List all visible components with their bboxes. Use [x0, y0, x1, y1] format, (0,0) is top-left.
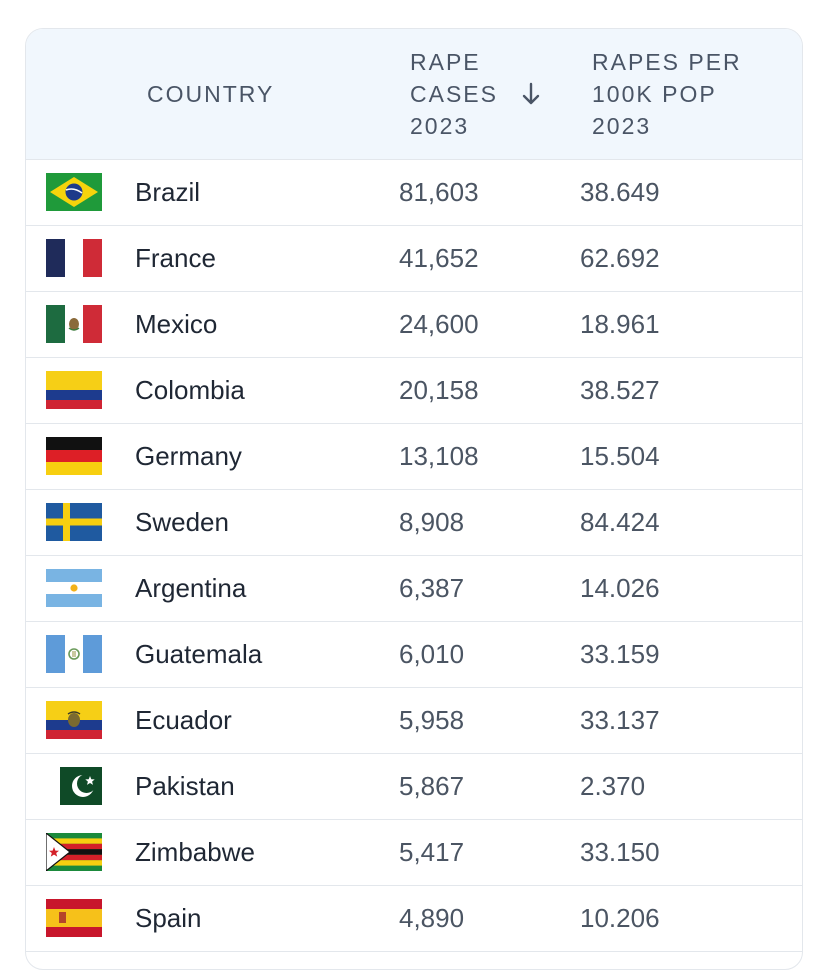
table-row[interactable]: Pakistan 5,867 2.370 [26, 754, 802, 820]
colombia-flag-icon [46, 371, 102, 409]
cases-value: 8,908 [399, 507, 465, 537]
country-name: Spain [135, 903, 202, 933]
argentina-flag-icon [46, 569, 102, 607]
table-row[interactable]: Ecuador 5,958 33.137 [26, 688, 802, 754]
sweden-flag-icon [46, 503, 102, 541]
rate-value: 18.961 [580, 309, 660, 339]
cases-value: 6,010 [399, 639, 465, 669]
spain-flag-icon [46, 899, 102, 937]
rate-value: 14.026 [580, 573, 660, 603]
table-row[interactable]: Colombia 20,158 38.527 [26, 358, 802, 424]
cases-column-header[interactable]: RAPE CASES 2023 [410, 46, 498, 142]
rate-value: 33.137 [580, 705, 660, 735]
germany-flag-icon [46, 437, 102, 475]
cases-header-line: RAPE [410, 49, 481, 75]
brazil-flag-icon [46, 173, 102, 211]
cases-value: 6,387 [399, 573, 465, 603]
table-row[interactable]: Spain 4,890 10.206 [26, 886, 802, 952]
cases-value: 41,652 [399, 243, 479, 273]
zimbabwe-flag-icon [46, 833, 102, 871]
country-name: Pakistan [135, 771, 235, 801]
cases-value: 5,417 [399, 837, 465, 867]
mexico-flag-icon [46, 305, 102, 343]
country-column-header[interactable]: COUNTRY [147, 81, 275, 107]
rate-value: 2.370 [580, 771, 646, 801]
cases-value: 4,890 [399, 903, 465, 933]
cases-value: 81,603 [399, 177, 479, 207]
country-name: France [135, 243, 216, 273]
rate-value: 33.150 [580, 837, 660, 867]
france-flag-icon [46, 239, 102, 277]
table-row[interactable]: Guatemala 6,010 33.159 [26, 622, 802, 688]
cases-header-line: 2023 [410, 113, 470, 139]
country-name: Mexico [135, 309, 218, 339]
rate-value: 15.504 [580, 441, 660, 471]
guatemala-flag-icon [46, 635, 102, 673]
cases-value: 20,158 [399, 375, 479, 405]
rate-value: 84.424 [580, 507, 660, 537]
table-row[interactable]: France 41,652 62.692 [26, 226, 802, 292]
rate-header-line: RAPES PER [592, 49, 742, 75]
rate-value: 38.527 [580, 375, 660, 405]
table-row[interactable]: Brazil 81,603 38.649 [26, 160, 802, 226]
country-name: Ecuador [135, 705, 232, 735]
table-body: Brazil 81,603 38.649 France 41,652 62.69… [26, 160, 802, 952]
rate-value: 62.692 [580, 243, 660, 273]
pakistan-flag-icon [46, 767, 102, 805]
arrow-down-icon[interactable] [521, 81, 541, 107]
table-row[interactable]: Argentina 6,387 14.026 [26, 556, 802, 622]
table-header: COUNTRY RAPE CASES 2023 RAPES PER 100K P… [26, 29, 802, 160]
rate-value: 10.206 [580, 903, 660, 933]
cases-value: 13,108 [399, 441, 479, 471]
rate-header-line: 100K POP [592, 81, 717, 107]
table-row[interactable]: Sweden 8,908 84.424 [26, 490, 802, 556]
rankings-table: COUNTRY RAPE CASES 2023 RAPES PER 100K P… [25, 28, 803, 970]
rate-header-line: 2023 [592, 113, 652, 139]
country-name: Guatemala [135, 639, 263, 669]
country-name: Argentina [135, 573, 247, 603]
rate-value: 38.649 [580, 177, 660, 207]
cases-value: 24,600 [399, 309, 479, 339]
country-name: Zimbabwe [135, 837, 255, 867]
cases-value: 5,867 [399, 771, 465, 801]
rate-column-header[interactable]: RAPES PER 100K POP 2023 [592, 46, 742, 142]
country-name: Germany [135, 441, 242, 471]
cases-header-line: CASES [410, 81, 498, 107]
cases-value: 5,958 [399, 705, 465, 735]
rate-value: 33.159 [580, 639, 660, 669]
country-name: Colombia [135, 375, 245, 405]
table-row[interactable]: Zimbabwe 5,417 33.150 [26, 820, 802, 886]
ecuador-flag-icon [46, 701, 102, 739]
country-name: Sweden [135, 507, 229, 537]
table-row[interactable]: Mexico 24,600 18.961 [26, 292, 802, 358]
country-name: Brazil [135, 177, 201, 207]
table-row[interactable]: Germany 13,108 15.504 [26, 424, 802, 490]
